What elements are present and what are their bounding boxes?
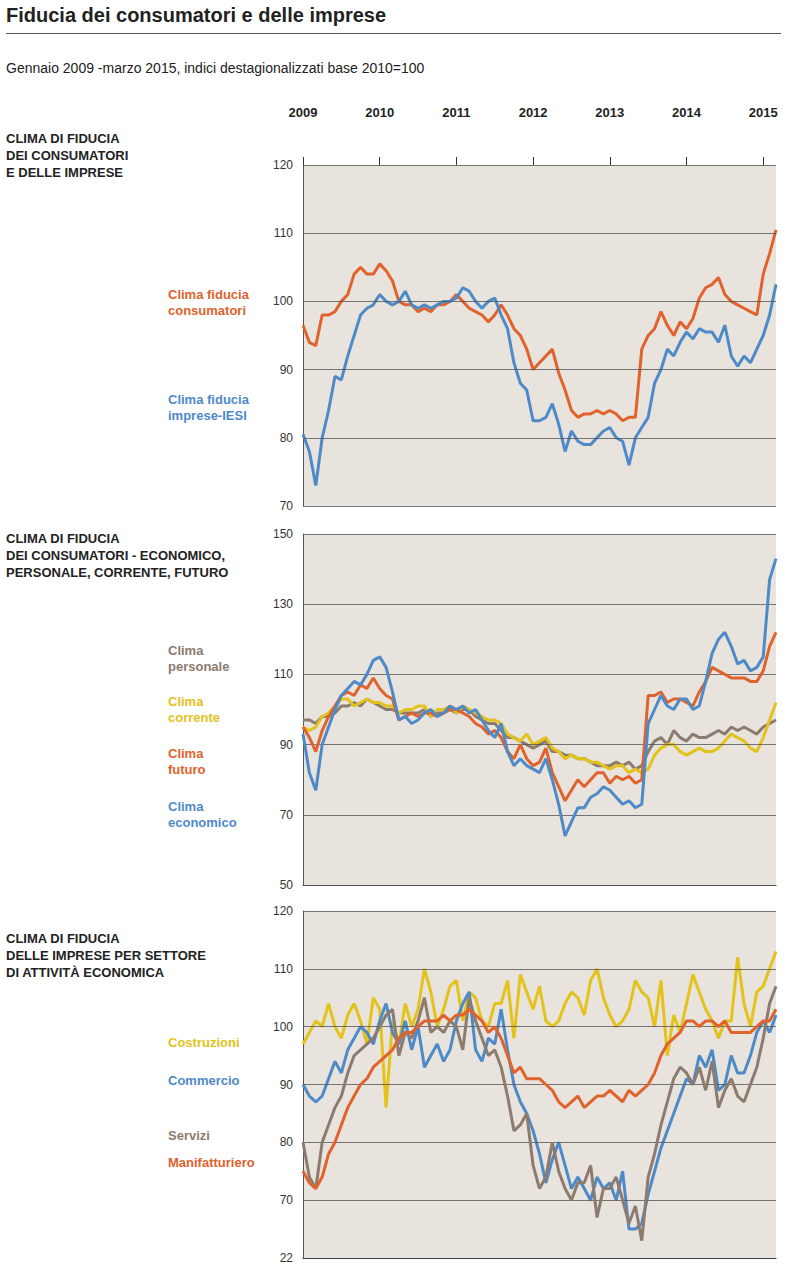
html-text:Costruzioni: Costruzioni	[168, 1035, 240, 1050]
html-text:Manifatturiero: Manifatturiero	[168, 1155, 255, 1170]
svg-text:150: 150	[273, 527, 293, 541]
svg-text:2012: 2012	[519, 105, 548, 120]
svg-text:90: 90	[280, 738, 294, 752]
svg-text:110: 110	[274, 962, 293, 976]
svg-text:70: 70	[280, 1193, 294, 1207]
html-text:CLIMA DI FIDUCIA DEI CONSUMATO: CLIMA DI FIDUCIA DEI CONSUMATORI - ECONO…	[6, 531, 229, 580]
svg-text:90: 90	[280, 1078, 294, 1092]
html-text:CLIMA DI FIDUCIA DELLE IMPRESE: CLIMA DI FIDUCIA DELLE IMPRESE PER SETTO…	[6, 931, 206, 980]
svg-text:120: 120	[273, 158, 293, 172]
svg-text:2013: 2013	[595, 105, 624, 120]
svg-text:2009: 2009	[289, 105, 318, 120]
html-text:Gennaio 2009 -marzo 2015, indi: Gennaio 2009 -marzo 2015, indici destagi…	[6, 60, 425, 76]
svg-text:2011: 2011	[442, 105, 470, 120]
svg-text:120: 120	[273, 904, 293, 918]
svg-text:110: 110	[274, 667, 293, 681]
svg-text:2014: 2014	[672, 105, 702, 120]
svg-text:80: 80	[280, 431, 294, 445]
svg-text:70: 70	[280, 808, 294, 822]
html-text:Clima fiducia imprese-IESI: Clima fiducia imprese-IESI	[168, 392, 249, 423]
html-text:Commercio: Commercio	[168, 1073, 240, 1088]
svg-text:22: 22	[280, 1251, 294, 1265]
svg-text:80: 80	[280, 1135, 294, 1149]
html-text:Clima personale: Clima personale	[168, 643, 230, 674]
html-text:Clima fiducia consumatori: Clima fiducia consumatori	[168, 287, 249, 318]
svg-text:100: 100	[273, 294, 293, 308]
html-text:Clima corrente: Clima corrente	[168, 694, 220, 725]
svg-text:90: 90	[280, 363, 294, 377]
svg-text:110: 110	[274, 226, 293, 240]
html-text:Clima futuro: Clima futuro	[168, 746, 206, 777]
html-text:CLIMA DI FIDUCIA DEI CONSUMATO: CLIMA DI FIDUCIA DEI CONSUMATORI E DELLE…	[6, 131, 129, 180]
svg-text:100: 100	[273, 1020, 293, 1034]
html-text:Fiducia dei consumatori e dell: Fiducia dei consumatori e delle imprese	[6, 4, 387, 26]
svg-text:2015: 2015	[749, 105, 778, 120]
html-text:Servizi: Servizi	[168, 1128, 210, 1143]
svg-text:130: 130	[273, 597, 293, 611]
svg-text:50: 50	[280, 878, 294, 892]
svg-text:70: 70	[280, 499, 294, 513]
html-text:Clima economico: Clima economico	[168, 799, 237, 830]
svg-text:2010: 2010	[365, 105, 394, 120]
